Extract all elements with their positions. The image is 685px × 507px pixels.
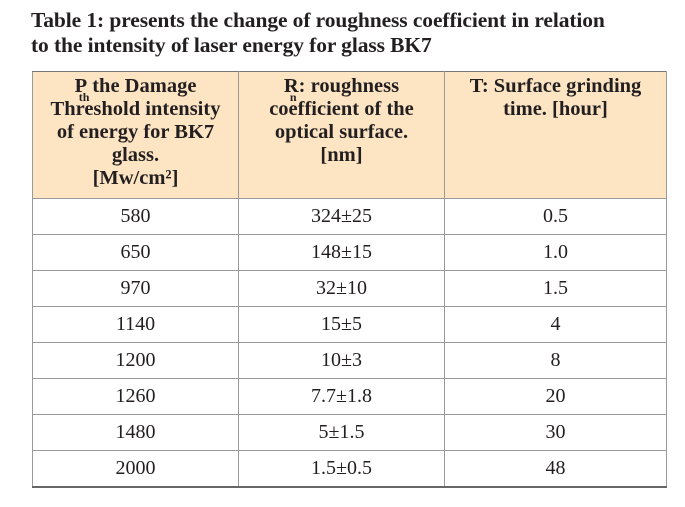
cell-threshold: 1200	[32, 342, 239, 379]
symbol-subscript: n	[289, 90, 297, 104]
cell-time: 8	[444, 342, 667, 379]
cell-roughness: 7.7±1.8	[238, 378, 445, 415]
cell-threshold: 2000	[32, 450, 239, 488]
cell-roughness: 148±15	[238, 234, 445, 271]
table-row: 1140 15±5 4	[32, 306, 667, 343]
header-unit: [nm]	[320, 144, 363, 166]
cell-threshold: 580	[32, 198, 239, 235]
table-body: 580 324±25 0.5 650 148±15 1.0 970 32±10 …	[32, 198, 667, 488]
cell-threshold: 1480	[32, 414, 239, 451]
caption-line-2: to the intensity of laser energy for gla…	[31, 33, 432, 57]
symbol-letter: R	[283, 75, 299, 97]
cell-time: 4	[444, 306, 667, 343]
table-row: 1480 5±1.5 30	[32, 414, 667, 451]
header-unit: time. [hour]	[503, 98, 608, 120]
cell-threshold: 1260	[32, 378, 239, 415]
cell-time: 30	[444, 414, 667, 451]
header-line: coefficient of the	[269, 98, 414, 120]
cell-time: 0.5	[444, 198, 667, 235]
cell-roughness: 15±5	[238, 306, 445, 343]
cell-time: 1.0	[444, 234, 667, 271]
symbol-subscript: th	[78, 90, 90, 104]
cell-time: 48	[444, 450, 667, 488]
table-row: 580 324±25 0.5	[32, 198, 667, 235]
caption-line-1: Table 1: presents the change of roughnes…	[31, 8, 605, 32]
cell-roughness: 324±25	[238, 198, 445, 235]
column-header-grinding-time: T: Surface grinding time. [hour]	[444, 71, 667, 199]
header-unit: [Mw/cm²]	[92, 167, 179, 189]
table-row: 1260 7.7±1.8 20	[32, 378, 667, 415]
header-line: optical surface.	[274, 121, 409, 143]
header-text: the Damage	[87, 75, 197, 97]
cell-threshold: 1140	[32, 306, 239, 343]
table-row: 970 32±10 1.5	[32, 270, 667, 307]
cell-roughness: 10±3	[238, 342, 445, 379]
cell-time: 1.5	[444, 270, 667, 307]
header-text: : roughness	[298, 75, 400, 97]
table-row: 650 148±15 1.0	[32, 234, 667, 271]
cell-roughness: 32±10	[238, 270, 445, 307]
table-row: 1200 10±3 8	[32, 342, 667, 379]
table-caption: Table 1: presents the change of roughnes…	[31, 8, 681, 58]
cell-roughness: 1.5±0.5	[238, 450, 445, 488]
header-line: T: Surface grinding	[469, 75, 642, 97]
cell-threshold: 970	[32, 270, 239, 307]
header-line: glass.	[111, 144, 160, 166]
cell-threshold: 650	[32, 234, 239, 271]
header-line: Threshold intensity	[50, 98, 221, 120]
table-row: 2000 1.5±0.5 48	[32, 450, 667, 488]
header-line: of energy for BK7	[56, 121, 215, 143]
cell-time: 20	[444, 378, 667, 415]
symbol-letter: P	[74, 75, 88, 97]
cell-roughness: 5±1.5	[238, 414, 445, 451]
